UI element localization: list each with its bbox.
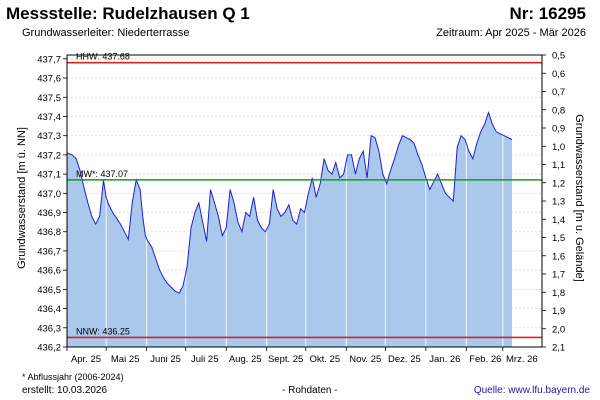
y-tick-right-label: 1,2 xyxy=(552,178,565,189)
y-tick-left-label: 437,7 xyxy=(37,54,61,65)
x-tick-label: Apr. 25 xyxy=(71,354,101,365)
y-tick-right-label: 1,4 xyxy=(552,215,565,226)
month-divider-lines xyxy=(105,55,504,347)
y-tick-right-label: 1,7 xyxy=(552,270,565,281)
x-tick-label: Sept. 25 xyxy=(268,354,303,365)
y-tick-right-label: 0,6 xyxy=(552,69,565,80)
x-tick-label: Juni 25 xyxy=(150,354,181,365)
source-link[interactable]: www.lfu.bayern.de xyxy=(508,385,590,396)
x-tick-label: Jan. 26 xyxy=(429,354,460,365)
groundwater-line xyxy=(66,111,513,294)
y-tick-right-label: 0,8 xyxy=(552,105,565,116)
y-tick-left-label: 436,9 xyxy=(37,208,61,219)
y-tick-left-label: 437,4 xyxy=(37,112,61,123)
reference-label-nnw: NNW: 436.25 xyxy=(76,326,130,336)
x-tick-label: Mai 25 xyxy=(111,354,140,365)
y-tick-right-label: 1,9 xyxy=(552,306,565,317)
y-tick-left-label: 437,2 xyxy=(37,150,61,161)
y-tick-left-label: 437,0 xyxy=(37,189,61,200)
created-date: erstellt: 10.03.2026 xyxy=(22,385,108,396)
y-tick-left-label: 437,5 xyxy=(37,93,61,104)
reference-lines: HHW: 437.68 MW*: 437.07 NNW: 436.25 xyxy=(67,52,542,339)
y-tick-left-label: 437,6 xyxy=(37,74,61,85)
rawdata-note: - Rohdaten - xyxy=(282,385,338,396)
x-tick-label: Okt. 25 xyxy=(309,354,340,365)
x-tick-label: Dez. 25 xyxy=(388,354,421,365)
y-axis-left-ticks: 436,2 436,3 436,4 436,5 436,6 436,7 436,8 436,9… xyxy=(37,54,67,354)
x-tick-label: Juli 25 xyxy=(191,354,218,365)
y-tick-right-label: 2,1 xyxy=(552,343,565,354)
y-tick-right-label: 1,6 xyxy=(552,251,565,262)
y-tick-left-label: 437,3 xyxy=(37,131,61,142)
footnote: * Abflussjahr (2006-2024) xyxy=(22,372,124,382)
y-tick-right-label: 1,1 xyxy=(552,160,565,171)
period-label: Zeitraum: Apr 2025 - Mär 2026 xyxy=(436,27,586,39)
y-tick-right-label: 2,0 xyxy=(552,324,565,335)
y-tick-right-label: 1,3 xyxy=(552,197,565,208)
x-tick-label: Feb. 26 xyxy=(469,354,501,365)
reference-label-mw: MW*: 437.07 xyxy=(76,169,128,179)
y-tick-right-label: 0,5 xyxy=(552,51,565,62)
source[interactable]: Quelle: www.lfu.bayern.de xyxy=(474,385,590,396)
y-tick-left-label: 436,2 xyxy=(37,343,61,354)
y-axis-left-label: Grundwasserstand [m ü. NN] xyxy=(16,127,28,269)
y-tick-left-label: 436,3 xyxy=(37,323,61,334)
reference-label-hhw: HHW: 437.68 xyxy=(76,52,130,62)
source-label: Quelle: xyxy=(473,385,506,396)
x-tick-label: Aug. 25 xyxy=(229,354,262,365)
x-tick-label: Nov. 25 xyxy=(349,354,381,365)
station-title: Messstelle: Rudelzhausen Q 1 xyxy=(6,4,250,23)
groundwater-area xyxy=(67,112,512,347)
y-tick-right-label: 0,7 xyxy=(552,87,565,98)
station-number: Nr: 16295 xyxy=(509,4,586,23)
x-tick-label: Mrz. 26 xyxy=(506,354,538,365)
x-axis-ticks: Apr. 25 Mai 25 Juni 25 Juli 25 Aug. 25 Sept. … xyxy=(66,347,538,365)
y-tick-right-label: 1,5 xyxy=(552,233,565,244)
y-axis-right-ticks: 0,5 0,6 0,7 0,8 0,9 1,0 1,1 1,2 1,3 1,4 1,5 1,6 1,7 1… xyxy=(542,51,565,354)
y-tick-left-label: 436,6 xyxy=(37,266,61,277)
y-tick-right-label: 0,9 xyxy=(552,124,565,135)
aquifer-label: Grundwasserleiter: Niederterrasse xyxy=(22,27,190,39)
y-tick-right-label: 1,0 xyxy=(552,142,565,153)
y-tick-left-label: 436,8 xyxy=(37,227,61,238)
y-axis-right-label: Grundwasserstand [m u. Gelände] xyxy=(573,114,585,282)
y-tick-left-label: 436,4 xyxy=(37,304,61,315)
y-tick-right-label: 1,8 xyxy=(552,288,565,299)
y-tick-left-label: 436,5 xyxy=(37,285,61,296)
y-tick-left-label: 436,7 xyxy=(37,246,61,257)
y-tick-left-label: 437,1 xyxy=(37,170,61,181)
